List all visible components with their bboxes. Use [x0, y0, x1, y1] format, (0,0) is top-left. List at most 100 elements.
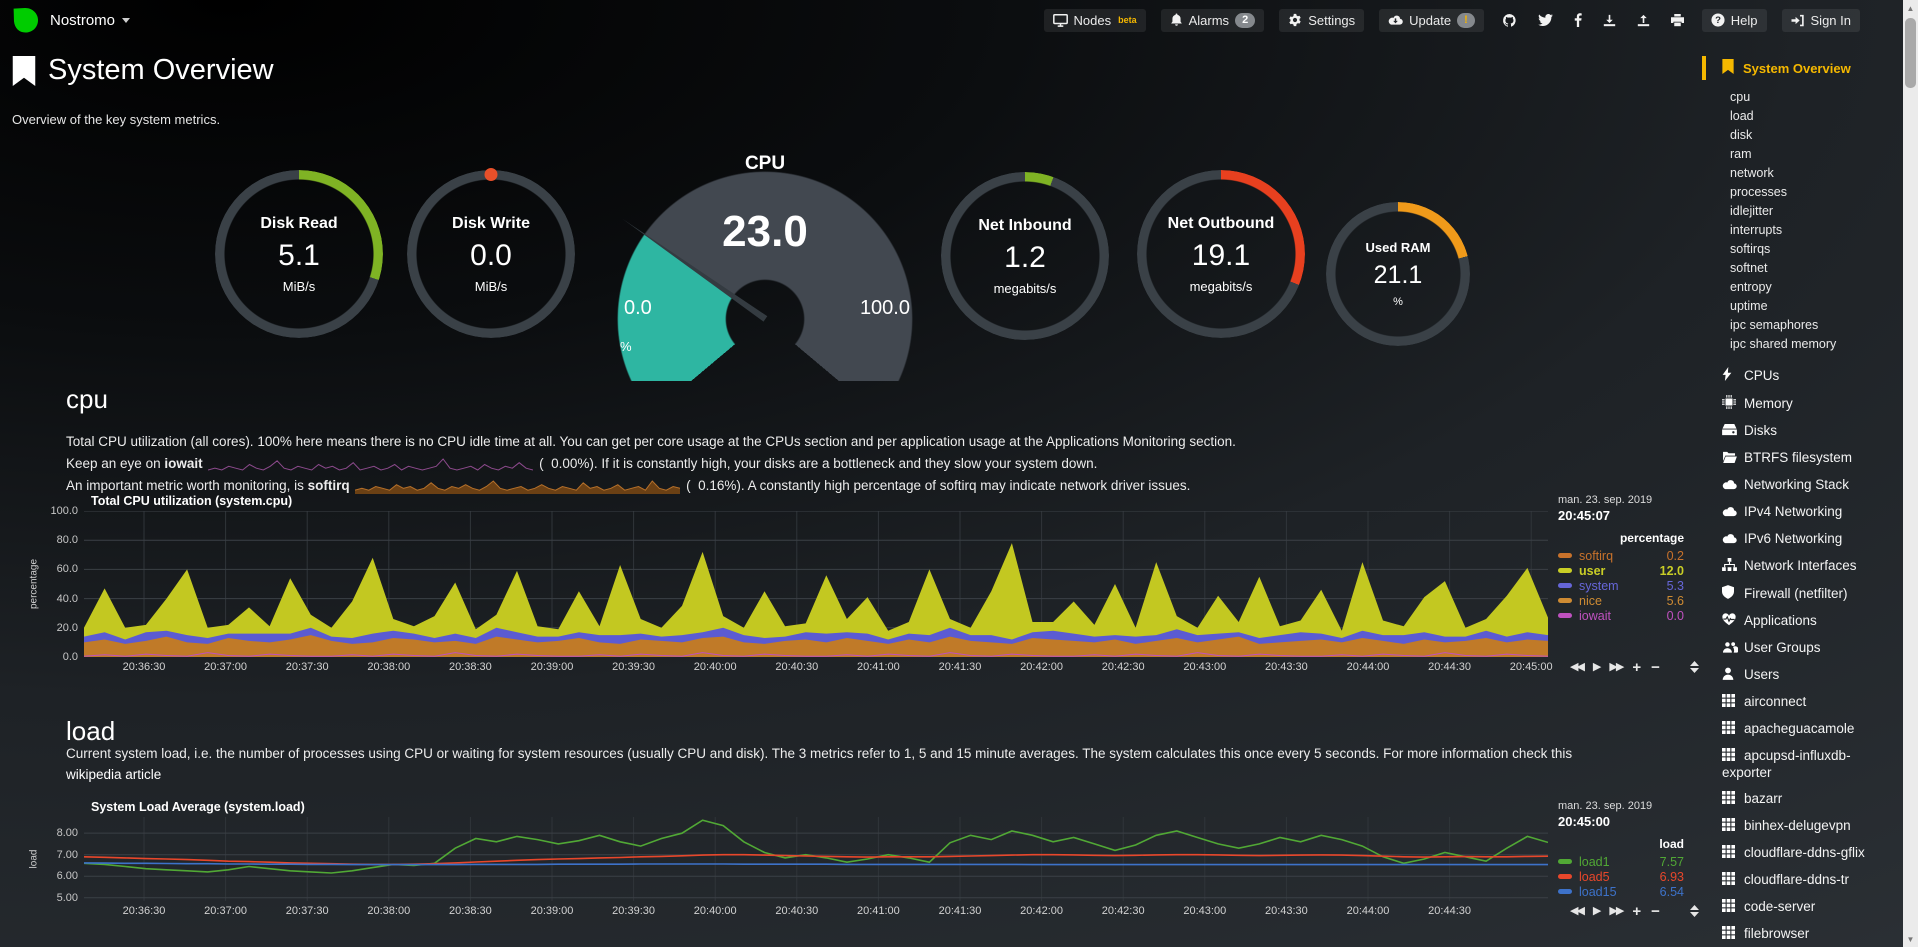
sidebar-subitem-uptime[interactable]: uptime	[1730, 299, 1768, 313]
sidebar-subitem-processes[interactable]: processes	[1730, 185, 1787, 199]
x-tick: 20:42:30	[1101, 905, 1145, 917]
sidebar-item-applications[interactable]: Applications	[1722, 613, 1900, 630]
seek-forward-icon[interactable]: ▶▶	[1609, 904, 1624, 917]
nav-github[interactable]	[1499, 9, 1520, 32]
nav-nodes[interactable]: Nodes beta	[1043, 8, 1146, 32]
scrollbar-thumb[interactable]	[1905, 18, 1916, 88]
sidebar-item-btrfs-filesystem[interactable]: BTRFS filesystem	[1722, 450, 1900, 467]
plot-area[interactable]	[84, 817, 1548, 901]
sidebar-subitem-interrupts[interactable]: interrupts	[1730, 223, 1783, 237]
y-tick: 7.00	[56, 848, 78, 861]
plot-area[interactable]	[84, 511, 1548, 657]
sidebar-subitem-cpu[interactable]: cpu	[1730, 90, 1751, 104]
legend-row-load15[interactable]: load15 6.54	[1548, 884, 1710, 899]
zoom-in-icon[interactable]: +	[1632, 658, 1642, 676]
sidebar-item-networking-stack[interactable]: Networking Stack	[1722, 477, 1900, 494]
chart-system-load[interactable]: System Load Average (system.load) load 8…	[26, 800, 1710, 921]
sidebar-item-cloudflare-ddns-gflix[interactable]: cloudflare-ddns-gflix	[1722, 845, 1900, 862]
gauge-cpu[interactable]: CPU 23.0 0.0 100.0%	[612, 145, 918, 381]
sidebar-item-firewall-netfilter-[interactable]: Firewall (netfilter)	[1722, 585, 1900, 603]
sidebar-item-ipv4-networking[interactable]: IPv4 Networking	[1722, 504, 1900, 521]
nav-print[interactable]	[1668, 10, 1687, 31]
netdata-logo-icon[interactable]	[10, 6, 40, 34]
gauge-disk-read[interactable]: Disk Read 5.1 MiB/s	[215, 170, 383, 338]
play-icon[interactable]: ▶	[1592, 660, 1602, 673]
nav-twitter[interactable]	[1535, 10, 1556, 30]
chart-system-cpu[interactable]: Total CPU utilization (system.cpu) perce…	[26, 494, 1710, 677]
sidebar-item-user-groups[interactable]: User Groups	[1722, 640, 1900, 657]
nav-label: Update	[1409, 12, 1452, 28]
sidebar-item-code-server[interactable]: code-server	[1722, 899, 1900, 916]
sidebar-item-network-interfaces[interactable]: Network Interfaces	[1722, 558, 1900, 575]
legend-row-load5[interactable]: load5 6.93	[1548, 869, 1710, 884]
nav-import[interactable]	[1634, 10, 1653, 31]
bolt-icon	[1722, 367, 1744, 385]
nav-alarms[interactable]: Alarms 2	[1160, 8, 1265, 32]
nav-help[interactable]: ? Help	[1701, 8, 1767, 32]
scroll-down-icon[interactable]: ▼	[1906, 934, 1915, 944]
sidebar-subitem-entropy[interactable]: entropy	[1730, 280, 1772, 294]
legend-row-nice[interactable]: nice 5.6	[1548, 593, 1710, 608]
gauge-net-outbound[interactable]: Net Outbound 19.1 megabits/s	[1137, 170, 1305, 338]
sidebar-item-apcupsd-influxdb-exporter[interactable]: apcupsd-influxdb-exporter	[1722, 748, 1900, 781]
sidebar-item-cloudflare-ddns-tr[interactable]: cloudflare-ddns-tr	[1722, 872, 1900, 889]
chevron-down-icon[interactable]	[122, 17, 131, 23]
legend-row-iowait[interactable]: iowait 0.0	[1548, 608, 1710, 623]
window-scrollbar[interactable]: ▲ ▼	[1903, 0, 1918, 947]
sidebar-subitem-idlejitter[interactable]: idlejitter	[1730, 204, 1774, 218]
sidebar-item-airconnect[interactable]: airconnect	[1722, 694, 1900, 711]
nav-export[interactable]	[1600, 10, 1619, 31]
x-tick: 20:36:30	[122, 905, 166, 917]
hostname[interactable]: Nostromo	[50, 11, 116, 29]
sidebar-subitem-load[interactable]: load	[1730, 109, 1754, 123]
sidebar-subitem-disk[interactable]: disk	[1730, 128, 1753, 142]
legend-row-user[interactable]: user 12.0	[1548, 563, 1710, 578]
gauge-used-ram[interactable]: Used RAM 21.1%	[1326, 202, 1470, 346]
play-icon[interactable]: ▶	[1592, 904, 1602, 917]
sidebar-subitem-ram[interactable]: ram	[1730, 147, 1752, 161]
x-axis: 20:36:30 20:37:00 20:37:30 20:38:00 20:38:30…	[84, 657, 1553, 677]
nav-update[interactable]: Update!	[1379, 8, 1484, 32]
sidebar-item-filebrowser[interactable]: filebrowser	[1722, 926, 1900, 943]
zoom-out-icon[interactable]: −	[1651, 658, 1660, 676]
gauge-net-inbound[interactable]: Net Inbound 1.2 megabits/s	[941, 172, 1109, 340]
chart-legend: man. 23. sep. 2019 20:45:00 load load1 7.…	[1548, 800, 1710, 901]
gauge-band	[617, 171, 913, 381]
sidebar-subitem-softirqs[interactable]: softirqs	[1730, 242, 1771, 256]
hdd-icon	[1722, 424, 1744, 440]
legend-row-softirq[interactable]: softirq 0.2	[1548, 548, 1710, 563]
sidebar-subitem-network[interactable]: network	[1730, 166, 1774, 180]
cubes-icon	[1722, 872, 1744, 889]
sidebar-subitem-ipc-semaphores[interactable]: ipc semaphores	[1730, 318, 1819, 332]
nav-settings[interactable]: Settings	[1279, 8, 1365, 32]
legend-row-load1[interactable]: load1 7.57	[1548, 854, 1710, 869]
sidebar-item-users[interactable]: Users	[1722, 667, 1900, 684]
sidebar-item-ipv6-networking[interactable]: IPv6 Networking	[1722, 531, 1900, 548]
sidebar-item-disks[interactable]: Disks	[1722, 423, 1900, 440]
seek-forward-icon[interactable]: ▶▶	[1609, 660, 1624, 673]
sidebar-item-cpus[interactable]: CPUs	[1722, 367, 1900, 385]
nav-sign-in[interactable]: Sign In	[1781, 8, 1860, 32]
cubes-icon	[1722, 721, 1744, 738]
gauge-disk-write[interactable]: Disk Write 0.0 MiB/s	[407, 168, 575, 338]
sidebar-item-apacheguacamole[interactable]: apacheguacamole	[1722, 721, 1900, 738]
sidebar-item-system-overview[interactable]: System Overview	[1702, 56, 1900, 80]
zoom-out-icon[interactable]: −	[1651, 902, 1660, 920]
legend-series-name: softirq	[1579, 548, 1614, 563]
seek-backward-icon[interactable]: ◀◀	[1570, 904, 1585, 917]
sidebar-subitem-softnet[interactable]: softnet	[1730, 261, 1768, 275]
wikipedia-article-link[interactable]: wikipedia article	[66, 767, 162, 782]
sidebar-subitem-ipc-shared-memory[interactable]: ipc shared memory	[1730, 337, 1837, 351]
sidebar-item-binhex-delugevpn[interactable]: binhex-delugevpn	[1722, 818, 1900, 835]
sidebar-item-bazarr[interactable]: bazarr	[1722, 791, 1900, 808]
x-tick: 20:37:00	[204, 905, 248, 917]
zoom-in-icon[interactable]: +	[1632, 902, 1642, 920]
gauge-ring	[1326, 202, 1470, 346]
legend-row-system[interactable]: system 5.3	[1548, 578, 1710, 593]
resize-handle-icon[interactable]	[1689, 905, 1700, 917]
sidebar-item-memory[interactable]: Memory	[1722, 395, 1900, 413]
seek-backward-icon[interactable]: ◀◀	[1570, 660, 1585, 673]
scroll-up-icon[interactable]: ▲	[1906, 3, 1915, 13]
resize-handle-icon[interactable]	[1689, 661, 1700, 673]
nav-facebook[interactable]	[1571, 9, 1585, 31]
